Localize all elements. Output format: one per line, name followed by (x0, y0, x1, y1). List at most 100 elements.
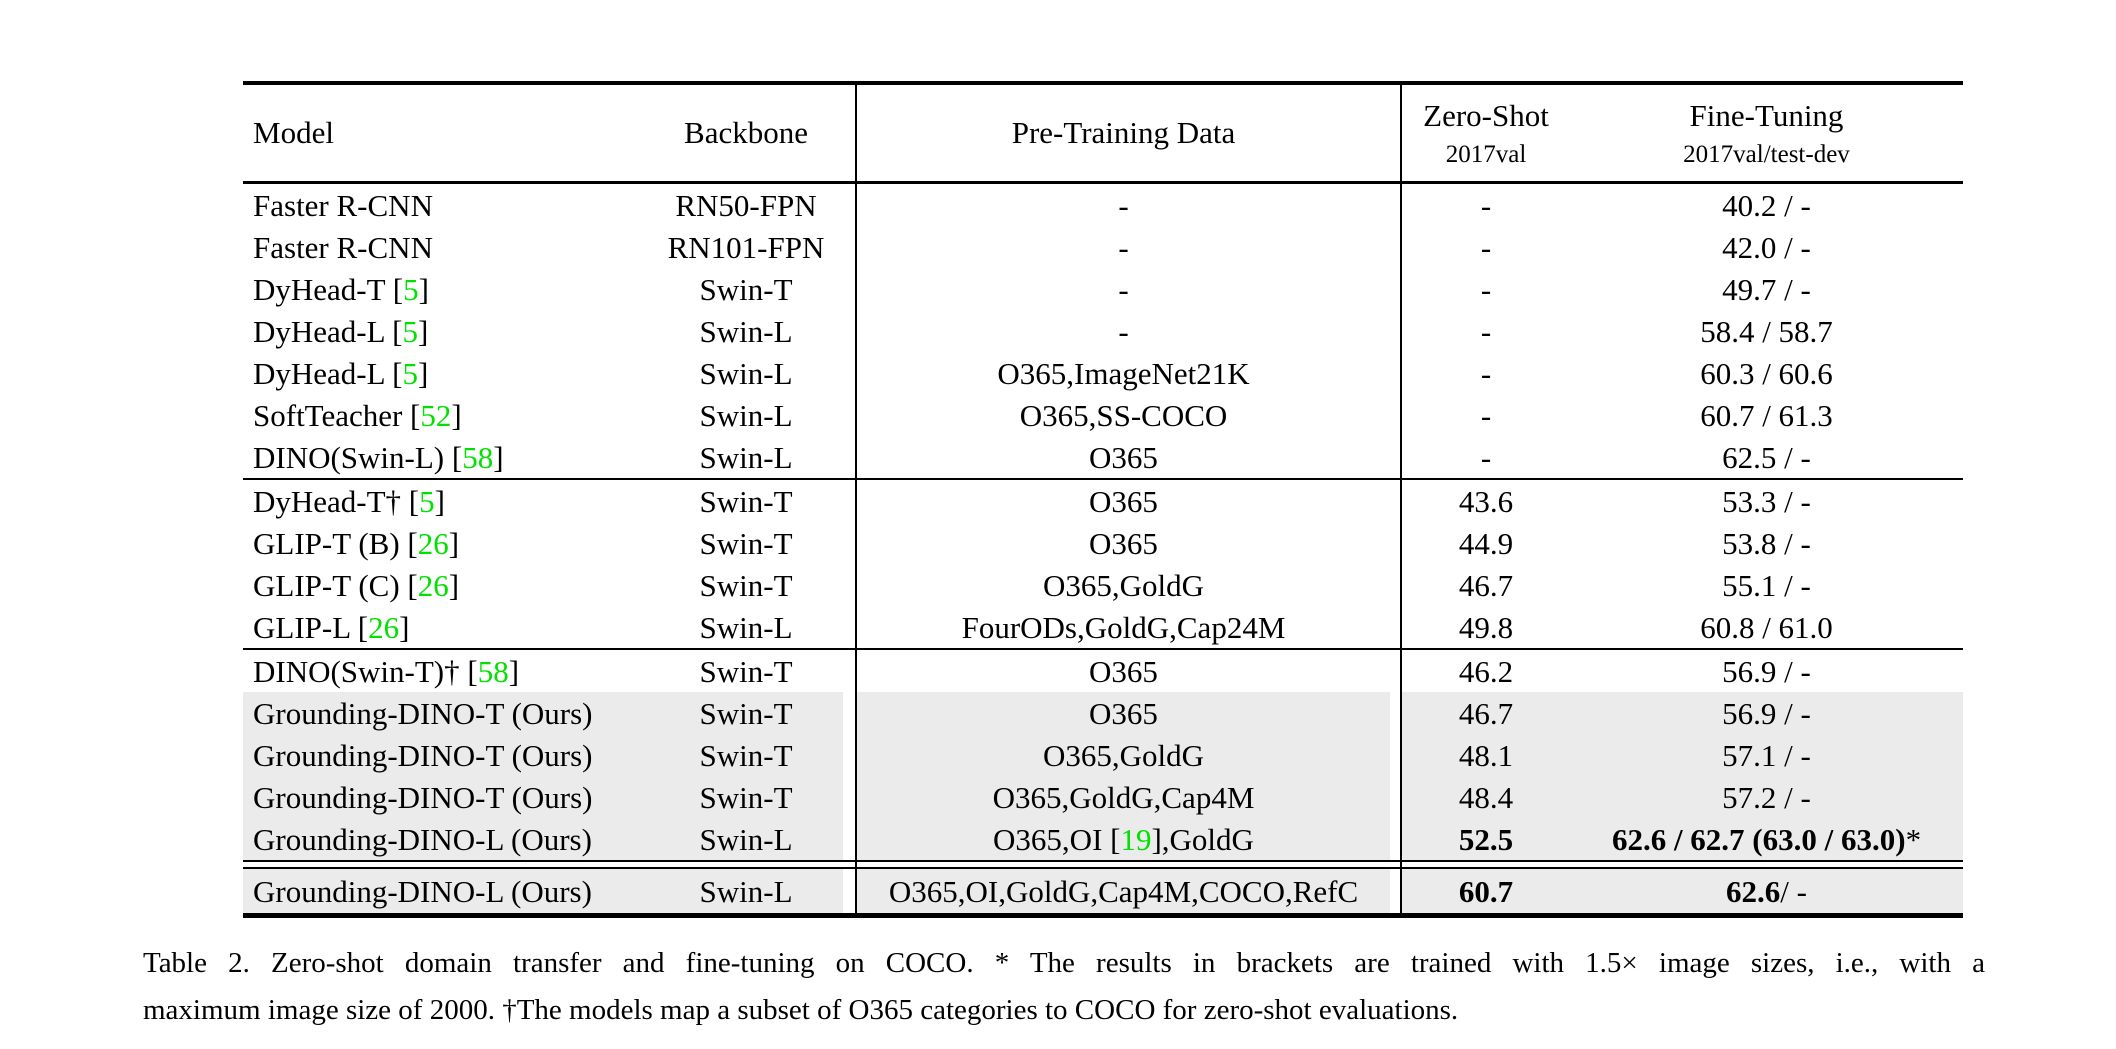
finetune-cell: 56.9 / - (1570, 650, 1963, 692)
column-gap (1390, 226, 1400, 268)
column-gap (1390, 818, 1400, 860)
pretrain-cell: O365 (857, 692, 1390, 734)
column-divider (855, 564, 857, 606)
finetune-cell: 60.3 / 60.6 (1570, 352, 1963, 394)
model-cell: Grounding-DINO-L (Ours) (243, 869, 649, 913)
zeroshot-cell: 52.5 (1402, 818, 1570, 860)
backbone-cell: Swin-T (699, 483, 793, 519)
header-finetune-title: Fine-Tuning (1689, 97, 1844, 133)
model-cell: GLIP-T (C) [26] (253, 567, 460, 603)
caption-line-1: Table 2. Zero-shot domain transfer and f… (143, 947, 1985, 979)
finetune-value: 56.9 / - (1722, 695, 1811, 731)
column-divider (855, 226, 857, 268)
double-rule-gap (243, 862, 1963, 867)
table-header-row: Model Backbone Pre-Training Data Zero-Sh… (243, 85, 1963, 181)
column-divider (855, 522, 857, 564)
finetune-value: 58.4 / 58.7 (1700, 313, 1833, 349)
table-row: DyHead-T [5] Swin-T - - 49.7 / - (243, 268, 1963, 310)
column-divider (855, 394, 857, 436)
table-row: Grounding-DINO-T (Ours) Swin-T O365 46.7 56.… (243, 692, 1963, 734)
finetune-value: 53.8 / - (1722, 525, 1811, 561)
table-row: DINO(Swin-T)† [58] Swin-T O365 46.2 56.9 / - (243, 650, 1963, 692)
model-cell: DyHead-L [5] (253, 313, 429, 349)
header-pretrain-label: Pre-Training Data (1011, 115, 1236, 150)
finetune-cell: 60.7 / 61.3 (1570, 394, 1963, 436)
column-divider (855, 734, 857, 776)
finetune-value: 42.0 / - (1722, 229, 1811, 265)
column-divider (855, 869, 857, 913)
column-divider (855, 352, 857, 394)
column-gap (843, 184, 855, 226)
zeroshot-cell: 46.7 (1458, 567, 1514, 603)
finetune-value: 53.3 / - (1722, 483, 1811, 519)
table-row: SoftTeacher [52] Swin-L O365,SS-COCO - 60.7 … (243, 394, 1963, 436)
gap-fill (243, 862, 855, 867)
column-divider (1400, 692, 1402, 734)
zeroshot-cell: 43.6 (1458, 483, 1514, 519)
pretrain-cell: O365,ImageNet21K (997, 355, 1250, 391)
finetune-value: 60.7 / 61.3 (1700, 397, 1833, 433)
header-zeroshot-subtitle: 2017val (1445, 140, 1527, 168)
zeroshot-cell: - (1480, 187, 1492, 223)
backbone-cell: Swin-L (699, 609, 793, 645)
finetune-value: 62.5 / - (1722, 439, 1811, 475)
finetune-value: 56.9 / - (1722, 653, 1811, 689)
column-divider (855, 85, 857, 181)
finetune-cell: 42.0 / - (1570, 226, 1963, 268)
model-cell: GLIP-L [26] (253, 609, 410, 645)
table-caption: Table 2. Zero-shot domain transfer and f… (143, 940, 1985, 1034)
table-row: Grounding-DINO-L (Ours) Swin-L O365,OI [19… (243, 818, 1963, 860)
model-cell: Faster R-CNN (253, 187, 433, 223)
header-model: Model (243, 85, 649, 181)
column-gap (1390, 734, 1400, 776)
header-finetune: Fine-Tuning 2017val/test-dev (1570, 85, 1963, 181)
table-row: Faster R-CNN RN101-FPN - - 42.0 / - (243, 226, 1963, 268)
finetune-cell: 62.5 / - (1570, 436, 1963, 478)
column-divider (855, 776, 857, 818)
backbone-cell: Swin-L (649, 818, 843, 860)
backbone-cell: Swin-T (699, 525, 793, 561)
zeroshot-cell: 60.7 (1402, 869, 1570, 913)
pretrain-cell: O365,GoldG,Cap4M (857, 776, 1390, 818)
column-divider (855, 862, 857, 867)
model-cell: Faster R-CNN (253, 229, 433, 265)
zeroshot-cell: - (1480, 355, 1492, 391)
column-divider (855, 818, 857, 860)
column-divider (1400, 184, 1402, 226)
table-row: Grounding-DINO-T (Ours) Swin-T O365,GoldG 4… (243, 734, 1963, 776)
pretrain-cell: - (1118, 187, 1129, 223)
finetune-cell: 60.8 / 61.0 (1570, 606, 1963, 648)
column-gap (843, 869, 855, 913)
finetune-suffix: * (1905, 821, 1922, 857)
finetune-value: 60.3 / 60.6 (1700, 355, 1833, 391)
column-divider (1400, 436, 1402, 478)
column-gap (843, 564, 855, 606)
backbone-cell: Swin-T (649, 692, 843, 734)
citation-number: 5 (402, 355, 418, 391)
finetune-value: 40.2 / - (1722, 187, 1811, 223)
model-cell: Grounding-DINO-T (Ours) (243, 734, 649, 776)
finetune-cell: 55.1 / - (1570, 564, 1963, 606)
column-gap (1390, 436, 1400, 478)
column-divider (855, 692, 857, 734)
column-gap (843, 650, 855, 692)
column-gap (1390, 85, 1400, 181)
finetune-cell: 56.9 / - (1570, 692, 1963, 734)
table-row: Faster R-CNN RN50-FPN - - 40.2 / - (243, 184, 1963, 226)
model-cell: SoftTeacher [52] (253, 397, 462, 433)
section-rule (243, 867, 1963, 869)
column-divider (1400, 818, 1402, 860)
table-row: GLIP-T (C) [26] Swin-T O365,GoldG 46.7 55.1 … (243, 564, 1963, 606)
column-gap (1390, 352, 1400, 394)
finetune-cell: 58.4 / 58.7 (1570, 310, 1963, 352)
pretrain-cell: - (1118, 313, 1129, 349)
pretrain-cell: O365,OI,GoldG,Cap4M,COCO,RefC (857, 869, 1390, 913)
column-gap (1390, 650, 1400, 692)
finetune-value: 57.2 / - (1722, 779, 1811, 815)
gap-fill (1402, 862, 1963, 867)
column-gap (1390, 268, 1400, 310)
model-cell: DyHead-L [5] (253, 355, 429, 391)
table-bottom-rule (243, 913, 1963, 918)
column-gap (1390, 394, 1400, 436)
column-gap (843, 85, 855, 181)
